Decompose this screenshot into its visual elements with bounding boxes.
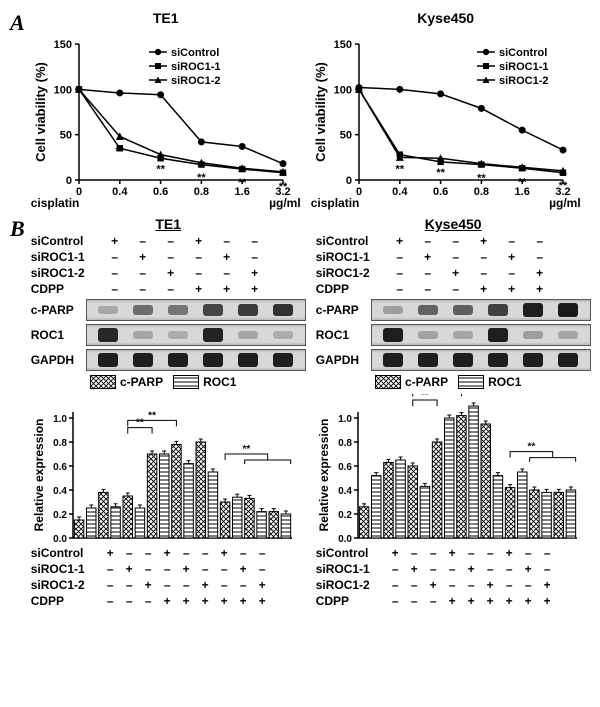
bar-legend: c-PARPROC1 bbox=[316, 375, 591, 392]
svg-text:**: ** bbox=[395, 164, 404, 176]
line-chart-1: Kyse45005010015000.40.60.81.63.2Cell via… bbox=[311, 10, 581, 210]
svg-text:**: ** bbox=[278, 181, 287, 193]
svg-text:0.0: 0.0 bbox=[53, 534, 67, 544]
svg-text:0.6: 0.6 bbox=[53, 462, 67, 473]
svg-text:siROC1-1: siROC1-1 bbox=[171, 61, 221, 73]
svg-text:0.8: 0.8 bbox=[338, 438, 352, 449]
svg-text:siROC1-1: siROC1-1 bbox=[499, 61, 549, 73]
panel-a-label: A bbox=[10, 10, 25, 36]
svg-text:**: ** bbox=[477, 173, 486, 185]
svg-text:50: 50 bbox=[339, 130, 351, 142]
svg-text:**: ** bbox=[115, 145, 124, 157]
svg-text:0.4: 0.4 bbox=[53, 486, 67, 497]
panel-a: A TE105010015000.40.60.81.63.2Cell viabi… bbox=[10, 10, 590, 210]
svg-text:**: ** bbox=[436, 167, 445, 179]
blot-row-GAPDH: GAPDH bbox=[31, 349, 306, 371]
svg-text:**: ** bbox=[156, 164, 165, 176]
svg-text:**: ** bbox=[148, 410, 156, 421]
svg-text:**: ** bbox=[558, 180, 567, 192]
svg-text:Cell viability (%): Cell viability (%) bbox=[33, 62, 48, 162]
svg-text:siControl: siControl bbox=[171, 47, 219, 59]
svg-text:1.0: 1.0 bbox=[338, 414, 352, 425]
svg-text:50: 50 bbox=[59, 130, 71, 142]
chart-title: TE1 bbox=[31, 10, 301, 26]
blot-row-ROC1: ROC1 bbox=[316, 324, 591, 346]
svg-text:Relative expression: Relative expression bbox=[32, 419, 46, 532]
panel-b-col-1: Kyse450 siControl+––+––siROC1-1–+––+–siRO… bbox=[316, 216, 591, 608]
panel-b: B TE1 siControl+––+––siROC1-1–+––+–siROC1… bbox=[10, 216, 590, 608]
svg-text:0.8: 0.8 bbox=[53, 438, 67, 449]
svg-text:0: 0 bbox=[346, 175, 352, 187]
svg-text:0.2: 0.2 bbox=[53, 510, 67, 521]
svg-text:0.4: 0.4 bbox=[338, 486, 352, 497]
condition-grid-bottom: siControl+––+––+––siROC1-1–+––+––+–siROC… bbox=[316, 546, 591, 608]
svg-text:0.2: 0.2 bbox=[338, 510, 352, 521]
condition-grid-bottom: siControl+––+––+––siROC1-1–+––+––+–siROC… bbox=[31, 546, 306, 608]
svg-text:siROC1-2: siROC1-2 bbox=[499, 75, 549, 87]
svg-text:0.6: 0.6 bbox=[338, 462, 352, 473]
svg-text:0.0: 0.0 bbox=[338, 534, 352, 544]
blot-title: TE1 bbox=[31, 216, 306, 232]
svg-text:100: 100 bbox=[53, 84, 71, 96]
svg-text:**: ** bbox=[518, 176, 527, 188]
svg-text:**: ** bbox=[421, 394, 429, 401]
svg-text:Relative expression: Relative expression bbox=[317, 419, 331, 532]
condition-grid-top: siControl+––+––siROC1-1–+––+–siROC1-2––+… bbox=[31, 234, 306, 296]
svg-text:**: ** bbox=[242, 444, 250, 455]
bar-legend: c-PARPROC1 bbox=[31, 375, 306, 392]
bar-chart-0: 0.0 0.2 0.4 0.6 0.8 1.0 Relative expression ** *… bbox=[31, 394, 296, 544]
blot-row-ROC1: ROC1 bbox=[31, 324, 306, 346]
blot-row-c-PARP: c-PARP bbox=[31, 299, 306, 321]
svg-text:**: ** bbox=[197, 172, 206, 184]
svg-text:100: 100 bbox=[333, 84, 351, 96]
svg-text:150: 150 bbox=[333, 39, 351, 51]
svg-text:150: 150 bbox=[53, 39, 71, 51]
svg-text:0: 0 bbox=[66, 175, 72, 187]
svg-text:Cell viability (%): Cell viability (%) bbox=[313, 62, 328, 162]
svg-text:**: ** bbox=[136, 418, 144, 429]
svg-text:siROC1-2: siROC1-2 bbox=[171, 75, 221, 87]
bar-chart-1: 0.0 0.2 0.4 0.6 0.8 1.0 Relative expression ** *… bbox=[316, 394, 581, 544]
blot-title: Kyse450 bbox=[316, 216, 591, 232]
blot-row-c-PARP: c-PARP bbox=[316, 299, 591, 321]
chart-title: Kyse450 bbox=[311, 10, 581, 26]
panel-b-label: B bbox=[10, 216, 25, 242]
svg-text:siControl: siControl bbox=[499, 47, 547, 59]
svg-text:**: ** bbox=[238, 177, 247, 189]
svg-text:**: ** bbox=[527, 442, 535, 453]
blot-row-GAPDH: GAPDH bbox=[316, 349, 591, 371]
svg-text:1.0: 1.0 bbox=[53, 414, 67, 425]
condition-grid-top: siControl+––+––siROC1-1–+––+–siROC1-2––+… bbox=[316, 234, 591, 296]
panel-b-col-0: TE1 siControl+––+––siROC1-1–+––+–siROC1-2… bbox=[31, 216, 306, 608]
line-chart-0: TE105010015000.40.60.81.63.2Cell viabili… bbox=[31, 10, 301, 210]
